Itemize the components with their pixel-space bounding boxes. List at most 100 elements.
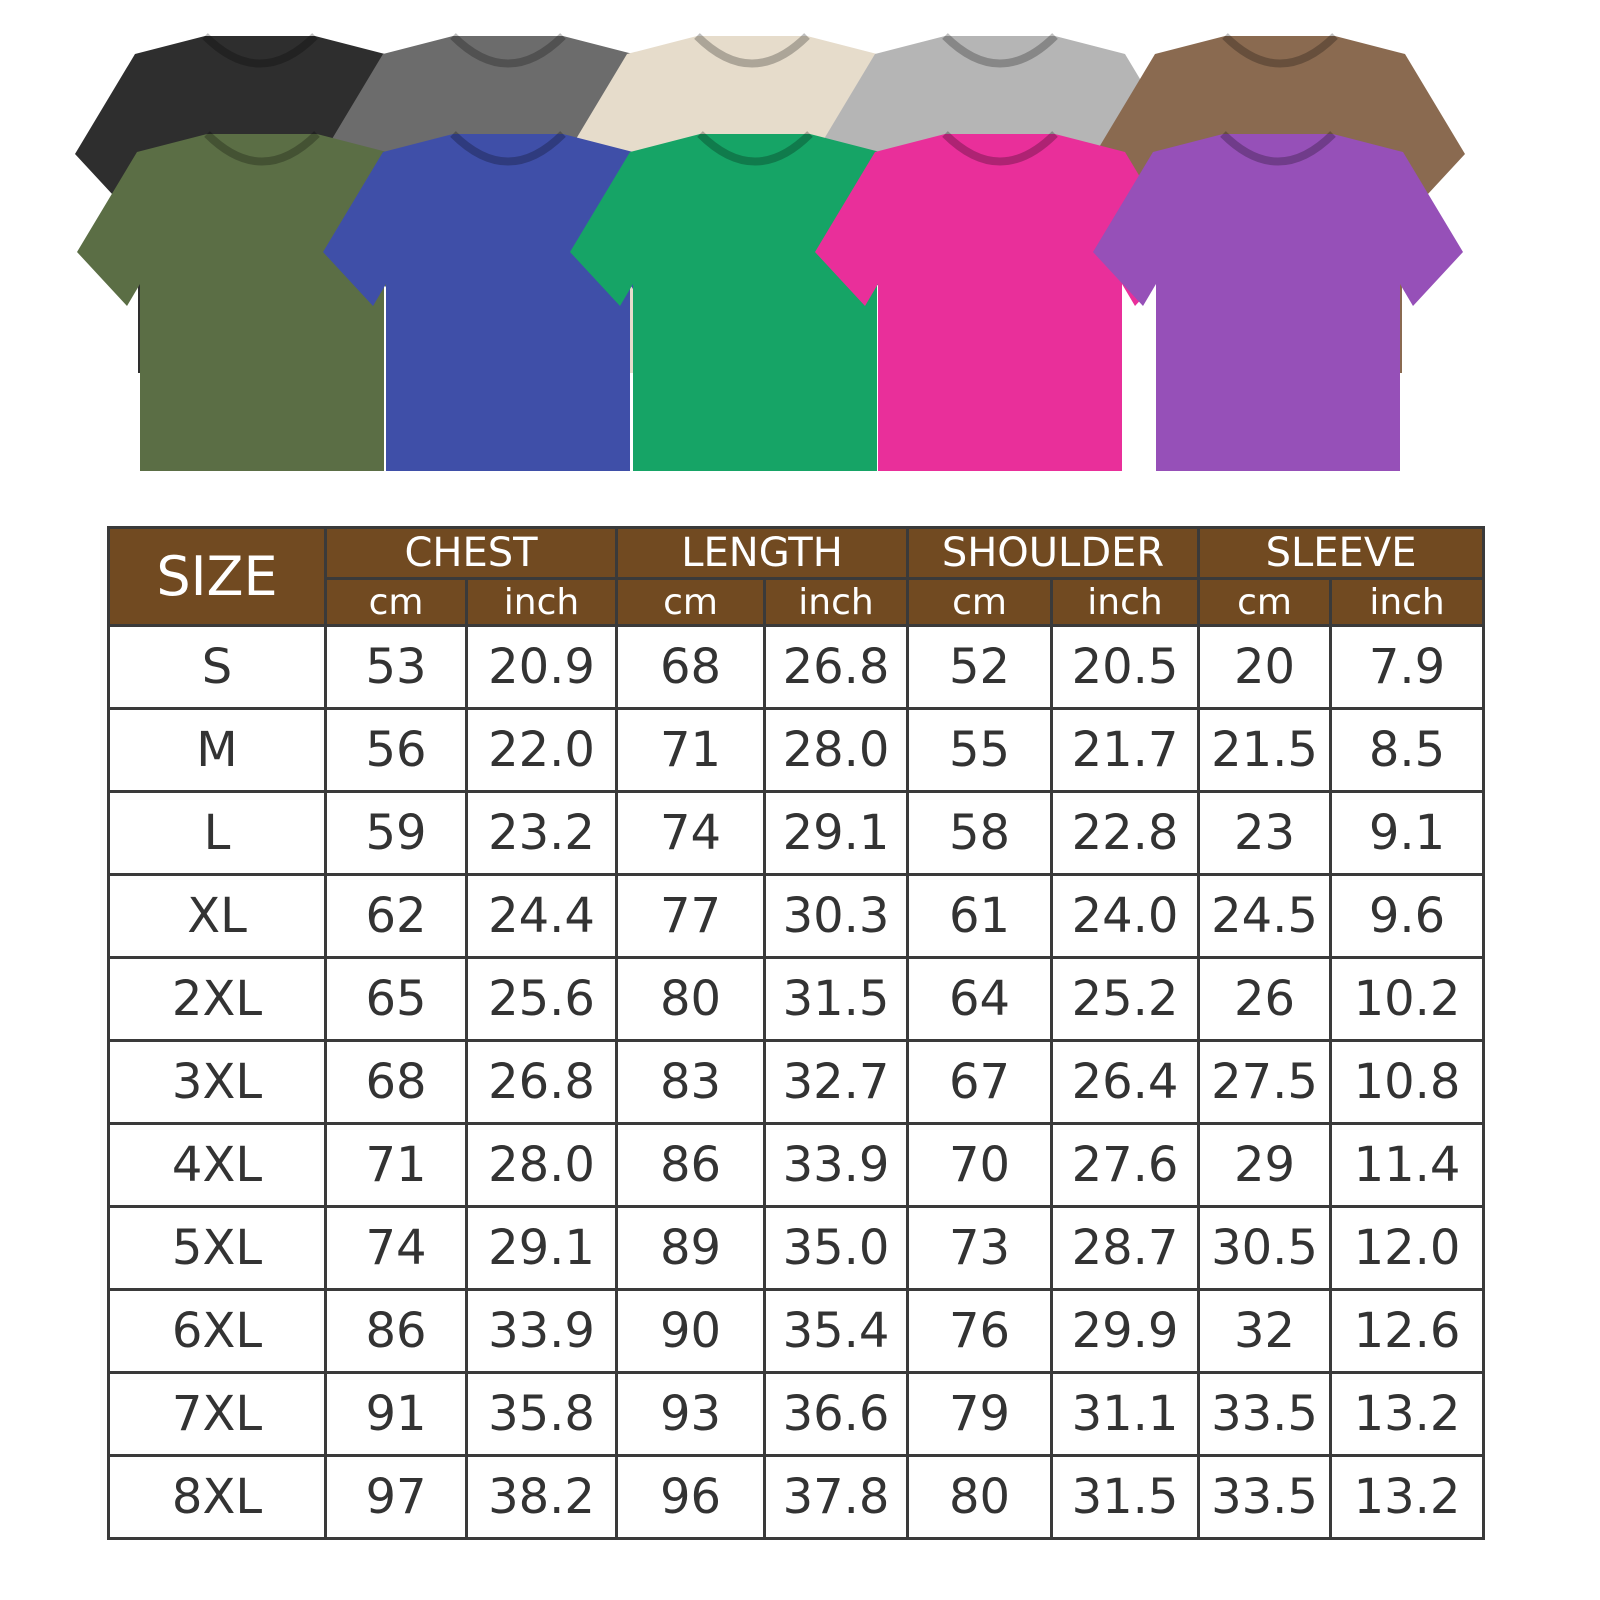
sleeve-header: SLEEVE xyxy=(1197,526,1486,580)
measurement-cell: 28.0 xyxy=(464,1122,619,1208)
measurement-cell: 70 xyxy=(906,1122,1054,1208)
table-row: 8XL 97 38.2 96 37.8 80 31.5 33.5 13.2 xyxy=(107,1454,1486,1540)
measurement-cell: 26 xyxy=(1197,956,1333,1042)
measurement-cell: 31.1 xyxy=(1050,1371,1201,1457)
measurement-cell: 36.6 xyxy=(763,1371,910,1457)
table-row: 6XL 86 33.9 90 35.4 76 29.9 32 12.6 xyxy=(107,1288,1486,1374)
measurement-cell: 33.5 xyxy=(1197,1454,1333,1540)
measurement-cell: 71 xyxy=(324,1122,468,1208)
unit-header-cm: cm xyxy=(1198,577,1333,627)
measurement-cell: 10.8 xyxy=(1329,1039,1486,1125)
measurement-cell: 25.2 xyxy=(1050,956,1201,1042)
measurement-cell: 9.6 xyxy=(1329,873,1486,959)
measurement-cell: 65 xyxy=(324,956,468,1042)
measurement-cell: 33.9 xyxy=(763,1122,910,1208)
measurement-cell: 28.7 xyxy=(1050,1205,1201,1291)
size-cell: 8XL xyxy=(107,1454,327,1540)
table-row: 4XL 71 28.0 86 33.9 70 27.6 29 11.4 xyxy=(107,1122,1486,1208)
unit-header-inch: inch xyxy=(1330,577,1486,627)
measurement-cell: 26.8 xyxy=(464,1039,619,1125)
measurement-cell: 91 xyxy=(324,1371,468,1457)
measurement-cell: 58 xyxy=(906,790,1054,876)
measurement-cell: 80 xyxy=(906,1454,1054,1540)
measurement-cell: 32.7 xyxy=(763,1039,910,1125)
unit-header-inch: inch xyxy=(1051,577,1201,627)
size-cell: M xyxy=(107,707,327,793)
size-header: SIZE xyxy=(107,526,327,627)
table-row: M 56 22.0 71 28.0 55 21.7 21.5 8.5 xyxy=(107,707,1486,793)
measurement-cell: 96 xyxy=(615,1454,767,1540)
measurement-cell: 12.6 xyxy=(1329,1288,1486,1374)
unit-header-inch: inch xyxy=(764,577,910,627)
measurement-cell: 52 xyxy=(906,624,1054,710)
measurement-cell: 20 xyxy=(1197,624,1333,710)
measurement-cell: 13.2 xyxy=(1329,1371,1486,1457)
table-row: 3XL 68 26.8 83 32.7 67 26.4 27.5 10.8 xyxy=(107,1039,1486,1125)
measurement-cell: 25.6 xyxy=(464,956,619,1042)
measurement-cell: 83 xyxy=(615,1039,767,1125)
size-cell: 2XL xyxy=(107,956,327,1042)
measurement-cell: 89 xyxy=(615,1205,767,1291)
measurement-cell: 13.2 xyxy=(1329,1454,1486,1540)
measurement-cell: 30.5 xyxy=(1197,1205,1333,1291)
measurement-cell: 21.7 xyxy=(1050,707,1201,793)
measurement-cell: 27.6 xyxy=(1050,1122,1201,1208)
measurement-cell: 79 xyxy=(906,1371,1054,1457)
unit-header-cm: cm xyxy=(616,577,767,627)
measurement-cell: 97 xyxy=(324,1454,468,1540)
unit-header-cm: cm xyxy=(907,577,1054,627)
table-row: S 53 20.9 68 26.8 52 20.5 20 7.9 xyxy=(107,624,1486,710)
measurement-cell: 77 xyxy=(615,873,767,959)
measurement-cell: 20.9 xyxy=(464,624,619,710)
tshirt-front-row xyxy=(1093,131,1463,471)
measurement-cell: 38.2 xyxy=(464,1454,619,1540)
measurement-cell: 31.5 xyxy=(1050,1454,1201,1540)
measurement-cell: 64 xyxy=(906,956,1054,1042)
measurement-cell: 23.2 xyxy=(464,790,619,876)
size-cell: 6XL xyxy=(107,1288,327,1374)
unit-header-inch: inch xyxy=(466,577,619,627)
measurement-cell: 76 xyxy=(906,1288,1054,1374)
measurement-cell: 68 xyxy=(324,1039,468,1125)
measurement-cell: 22.0 xyxy=(464,707,619,793)
size-cell: S xyxy=(107,624,327,710)
measurement-cell: 32 xyxy=(1197,1288,1333,1374)
measurement-cell: 73 xyxy=(906,1205,1054,1291)
tshirt-color-swatches xyxy=(75,33,1465,471)
measurement-cell: 23 xyxy=(1197,790,1333,876)
measurement-cell: 9.1 xyxy=(1329,790,1486,876)
measurement-cell: 29.9 xyxy=(1050,1288,1201,1374)
measurement-cell: 93 xyxy=(615,1371,767,1457)
measurement-cell: 56 xyxy=(324,707,468,793)
measurement-cell: 55 xyxy=(906,707,1054,793)
table-row: 2XL 65 25.6 80 31.5 64 25.2 26 10.2 xyxy=(107,956,1486,1042)
measurement-cell: 31.5 xyxy=(763,956,910,1042)
tshirt-front-row xyxy=(815,131,1185,471)
measurement-cell: 12.0 xyxy=(1329,1205,1486,1291)
size-chart-table: SIZE CHEST LENGTH SHOULDER SLEEVE cm inch… xyxy=(107,526,1486,1540)
measurement-cell: 24.0 xyxy=(1050,873,1201,959)
size-cell: 5XL xyxy=(107,1205,327,1291)
unit-header-cm: cm xyxy=(325,577,468,627)
measurement-cell: 61 xyxy=(906,873,1054,959)
measurement-cell: 29 xyxy=(1197,1122,1333,1208)
table-row: L 59 23.2 74 29.1 58 22.8 23 9.1 xyxy=(107,790,1486,876)
measurement-cell: 33.5 xyxy=(1197,1371,1333,1457)
size-cell: L xyxy=(107,790,327,876)
measurement-cell: 20.5 xyxy=(1050,624,1201,710)
size-cell: 4XL xyxy=(107,1122,327,1208)
table-row: 5XL 74 29.1 89 35.0 73 28.7 30.5 12.0 xyxy=(107,1205,1486,1291)
measurement-cell: 24.5 xyxy=(1197,873,1333,959)
measurement-cell: 24.4 xyxy=(464,873,619,959)
table-row: XL 62 24.4 77 30.3 61 24.0 24.5 9.6 xyxy=(107,873,1486,959)
measurement-cell: 10.2 xyxy=(1329,956,1486,1042)
measurement-cell: 80 xyxy=(615,956,767,1042)
size-cell: 3XL xyxy=(107,1039,327,1125)
shoulder-header: SHOULDER xyxy=(906,526,1201,580)
measurement-cell: 37.8 xyxy=(763,1454,910,1540)
measurement-cell: 59 xyxy=(324,790,468,876)
measurement-cell: 35.4 xyxy=(763,1288,910,1374)
size-cell: XL xyxy=(107,873,327,959)
measurement-cell: 29.1 xyxy=(763,790,910,876)
measurement-cell: 74 xyxy=(615,790,767,876)
